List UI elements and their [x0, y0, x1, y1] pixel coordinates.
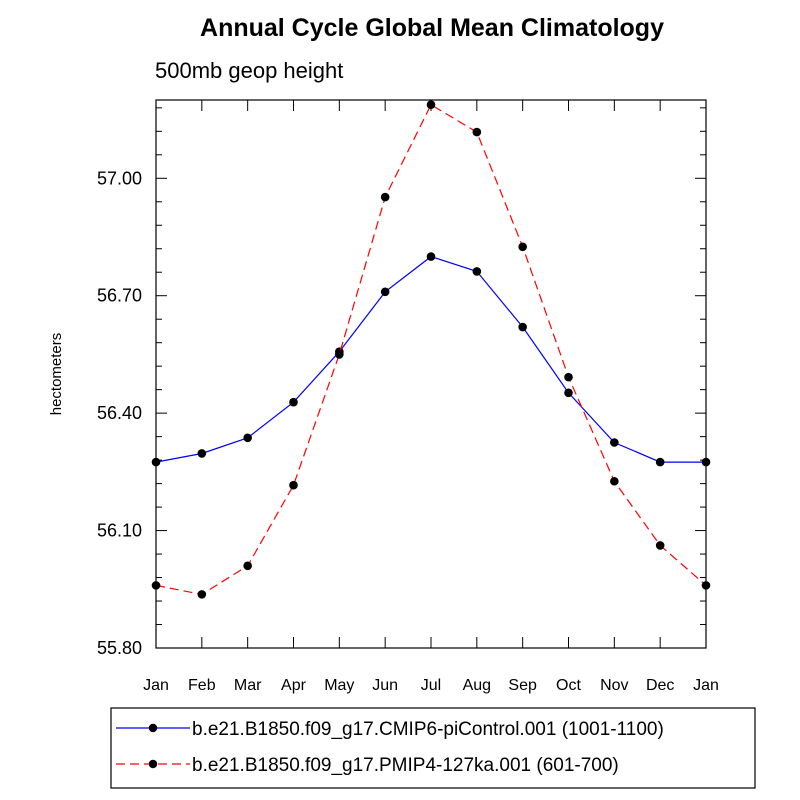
- data-point-0: [655, 457, 665, 467]
- data-point-0: [564, 388, 573, 398]
- data-point-1: [380, 192, 390, 202]
- y-tick-label: 57.00: [97, 168, 142, 188]
- data-point-0: [380, 287, 390, 297]
- data-point-0: [610, 438, 619, 447]
- chart-subtitle: 500mb geop height: [155, 58, 343, 83]
- series-layer: [151, 100, 711, 599]
- data-point-1: [564, 372, 573, 382]
- data-point-0: [151, 457, 161, 467]
- x-tick-label: Jun: [372, 677, 398, 694]
- x-tick-label: Nov: [600, 677, 628, 694]
- series-line-0: [155, 255, 706, 463]
- data-point-0: [472, 267, 482, 276]
- axis-ticks: [155, 100, 707, 649]
- legend-marker-127ka: [148, 759, 158, 769]
- data-point-1: [335, 350, 344, 359]
- data-point-0: [518, 322, 527, 332]
- y-tick-label: 56.40: [97, 403, 142, 423]
- data-point-1: [289, 480, 298, 490]
- x-tick-label: Aug: [463, 677, 491, 694]
- x-tick-label: Jan: [143, 677, 169, 694]
- legend-label-127ka: b.e21.B1850.f09_g17.PMIP4-127ka.001 (601…: [192, 755, 619, 776]
- x-tick-labels: Jan Feb Mar Apr May Jun Jul Aug Sep Oct Nov Dec Jan: [143, 677, 719, 694]
- legend-marker-control: [148, 723, 158, 733]
- y-tick-label: 56.70: [97, 286, 142, 306]
- x-tick-label: Jan: [693, 677, 719, 694]
- data-point-1: [472, 127, 482, 137]
- x-tick-label: Apr: [281, 677, 307, 694]
- x-tick-label: Sep: [508, 677, 537, 694]
- y-tick-label: 56.10: [97, 521, 142, 541]
- data-point-0: [701, 457, 711, 467]
- x-tick-label: May: [324, 677, 354, 694]
- data-point-0: [289, 397, 298, 407]
- data-point-0: [243, 433, 252, 443]
- series-line-1: [155, 103, 707, 596]
- data-point-0: [426, 252, 436, 261]
- data-point-1: [610, 476, 619, 486]
- legend: b.e21.B1850.f09_g17.CMIP6-piControl.001 …: [110, 707, 756, 789]
- data-point-1: [197, 590, 207, 599]
- x-tick-label: Oct: [556, 677, 581, 694]
- data-point-1: [243, 561, 252, 571]
- y-axis-label: hectometers: [48, 333, 65, 416]
- x-tick-label: Jul: [421, 677, 441, 694]
- chart-title: Annual Cycle Global Mean Climatology: [200, 14, 664, 42]
- legend-box: [110, 707, 756, 789]
- data-point-1: [655, 541, 665, 550]
- y-tick-label: 55.80: [97, 638, 142, 658]
- data-point-1: [151, 581, 161, 590]
- data-point-1: [701, 581, 711, 590]
- x-tick-label: Mar: [234, 677, 262, 694]
- legend-label-control: b.e21.B1850.f09_g17.CMIP6-piControl.001 …: [192, 719, 664, 740]
- plot-frame: [155, 99, 707, 649]
- x-tick-label: Feb: [188, 677, 216, 694]
- data-point-0: [197, 449, 207, 458]
- y-tick-labels: 55.80 56.10 56.40 56.70 57.00: [97, 168, 142, 658]
- data-point-1: [518, 242, 527, 252]
- x-tick-label: Dec: [646, 677, 674, 694]
- data-point-1: [426, 100, 436, 109]
